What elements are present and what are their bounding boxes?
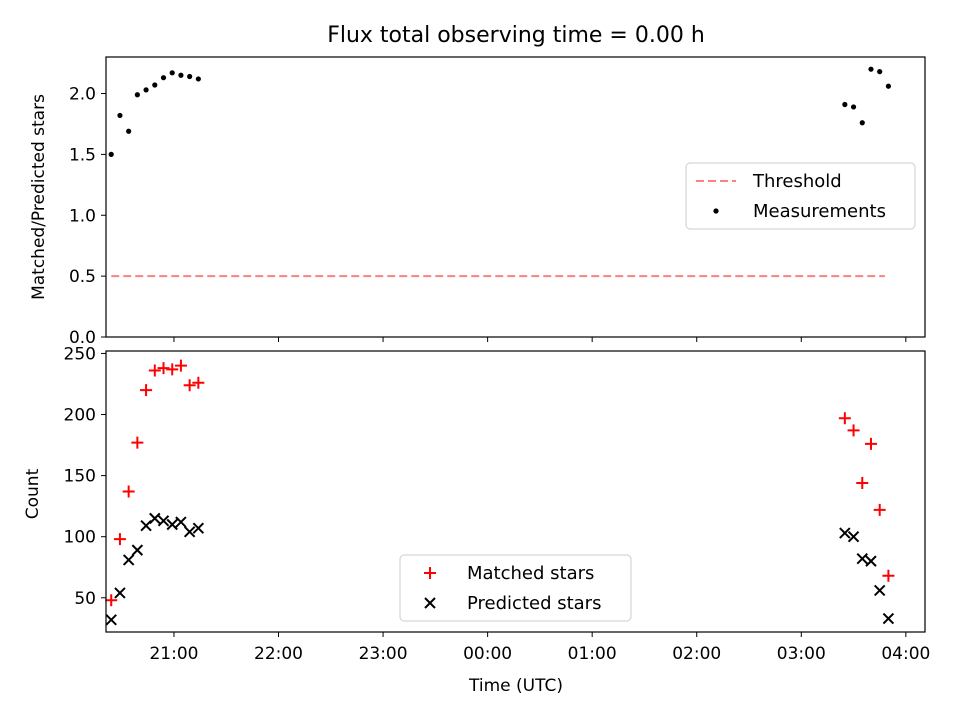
ratio-y-tick-label: 1.5 xyxy=(69,145,96,165)
counts-y-tick-label: 250 xyxy=(64,344,96,364)
x-axis-label: Time (UTC) xyxy=(468,676,563,696)
matched-stars-point xyxy=(183,379,196,392)
predicted-stars-point xyxy=(839,527,851,539)
measurement-point xyxy=(859,120,865,126)
predicted-stars-point xyxy=(847,530,860,543)
predicted-stars-point xyxy=(183,526,196,538)
predicted-stars-point xyxy=(873,584,886,597)
matched-stars-point xyxy=(864,437,877,450)
ratio-y-axis-ticks: 0.0 0.5 1.0 1.5 2.0 xyxy=(69,85,106,348)
matched-stars-point xyxy=(856,476,869,489)
matched-stars-point xyxy=(140,384,153,397)
legend-matched-swatch xyxy=(424,567,436,579)
matched-stars-point xyxy=(192,376,205,389)
matched-stars-point xyxy=(882,569,895,582)
measurement-point xyxy=(108,151,114,157)
matched-stars-point xyxy=(148,364,161,377)
predicted-stars-point xyxy=(166,518,178,531)
predicted-stars-point xyxy=(175,516,187,528)
predicted-stars-point xyxy=(149,512,161,525)
legend-predicted-label: Predicted stars xyxy=(467,593,601,614)
ratio-plot-frame xyxy=(105,56,926,338)
ratio-legend-box xyxy=(685,162,916,230)
ratio-plot-panel: 0.00.51.01.52.0 Matched/Predicted stars … xyxy=(29,56,926,348)
measurement-point xyxy=(850,104,857,110)
counts-y-tick-label: 200 xyxy=(64,406,96,426)
measurement-point xyxy=(195,76,201,82)
chart-title: Flux total observing time = 0.00 h xyxy=(327,23,705,48)
counts-plot-panel: 50 100 150 200 250 21:00 22:00 23:00 00:00 01:00… xyxy=(23,344,930,696)
predicted-stars-point xyxy=(114,587,126,599)
predicted-stars-point xyxy=(856,552,868,565)
measurement-point xyxy=(169,70,175,76)
matched-stars-point xyxy=(838,412,851,425)
predicted-stars-point xyxy=(122,554,135,566)
matched-stars-point xyxy=(873,503,886,516)
measurement-point xyxy=(117,112,123,119)
matched-stars-point xyxy=(157,362,170,375)
measurement-point xyxy=(134,92,140,98)
counts-y-tick-label: 50 xyxy=(74,589,96,609)
x-tick-label: 00:00 xyxy=(463,644,512,664)
measurement-point xyxy=(842,101,848,108)
measurement-point xyxy=(152,82,158,88)
predicted-stars-point xyxy=(157,515,170,527)
measurement-point xyxy=(885,83,892,89)
x-tick-label: 03:00 xyxy=(777,644,826,664)
predicted-stars-point xyxy=(105,614,117,626)
legend-measurements-label: Measurements xyxy=(753,201,886,222)
matched-stars-point xyxy=(113,533,126,546)
measurement-point xyxy=(877,69,883,75)
counts-x-axis-ticks: 21:00 22:00 23:00 00:00 01:00 02:00 03:00 04:00 xyxy=(149,632,930,664)
measurement-point xyxy=(160,75,167,81)
predicted-stars-point xyxy=(131,544,144,556)
measurement-point xyxy=(143,87,149,93)
legend-predicted-swatch xyxy=(424,597,436,609)
predicted-stars-point xyxy=(865,555,877,567)
matched-stars-point xyxy=(105,594,118,607)
x-tick-label: 22:00 xyxy=(254,644,303,664)
counts-plot-frame xyxy=(105,350,926,633)
matched-stars-point xyxy=(131,436,144,449)
counts-y-tick-label: 150 xyxy=(64,467,96,487)
legend-threshold-label: Threshold xyxy=(752,171,842,192)
x-tick-label: 01:00 xyxy=(568,644,617,664)
ratio-y-tick-label: 0.5 xyxy=(69,267,96,287)
x-tick-label: 02:00 xyxy=(672,644,721,664)
legend-matched-label: Matched stars xyxy=(467,563,594,584)
x-tick-label: 21:00 xyxy=(149,644,198,664)
x-tick-label: 23:00 xyxy=(359,644,408,664)
ratio-series-layer xyxy=(108,66,892,278)
legend-measurements-swatch xyxy=(713,208,719,214)
measurement-point xyxy=(178,72,184,78)
ratio-y-tick-label: 0.0 xyxy=(69,328,96,348)
matched-stars-point xyxy=(174,359,187,372)
measurement-point xyxy=(126,128,132,134)
matched-stars-point xyxy=(166,363,179,376)
measurement-point xyxy=(868,66,874,72)
counts-y-tick-label: 100 xyxy=(64,528,96,548)
counts-y-axis-label: Count xyxy=(23,468,43,519)
ratio-y-tick-label: 1.0 xyxy=(69,206,96,226)
matched-stars-point xyxy=(122,485,135,498)
counts-y-axis-ticks: 50 100 150 200 250 xyxy=(64,344,106,609)
predicted-stars-point xyxy=(882,612,895,625)
x-tick-label: 04:00 xyxy=(881,644,930,664)
counts-legend: Matched stars Predicted stars xyxy=(399,554,632,622)
ratio-y-tick-label: 2.0 xyxy=(69,85,96,105)
ratio-x-axis-ticks xyxy=(173,337,907,342)
counts-legend-box xyxy=(399,554,632,622)
measurement-point xyxy=(187,73,193,80)
matched-stars-point xyxy=(847,424,860,437)
predicted-stars-point xyxy=(192,522,205,534)
ratio-legend: Threshold Measurements xyxy=(685,162,916,230)
counts-series-layer xyxy=(105,359,895,626)
ratio-y-axis-label: Matched/Predicted stars xyxy=(29,94,49,300)
